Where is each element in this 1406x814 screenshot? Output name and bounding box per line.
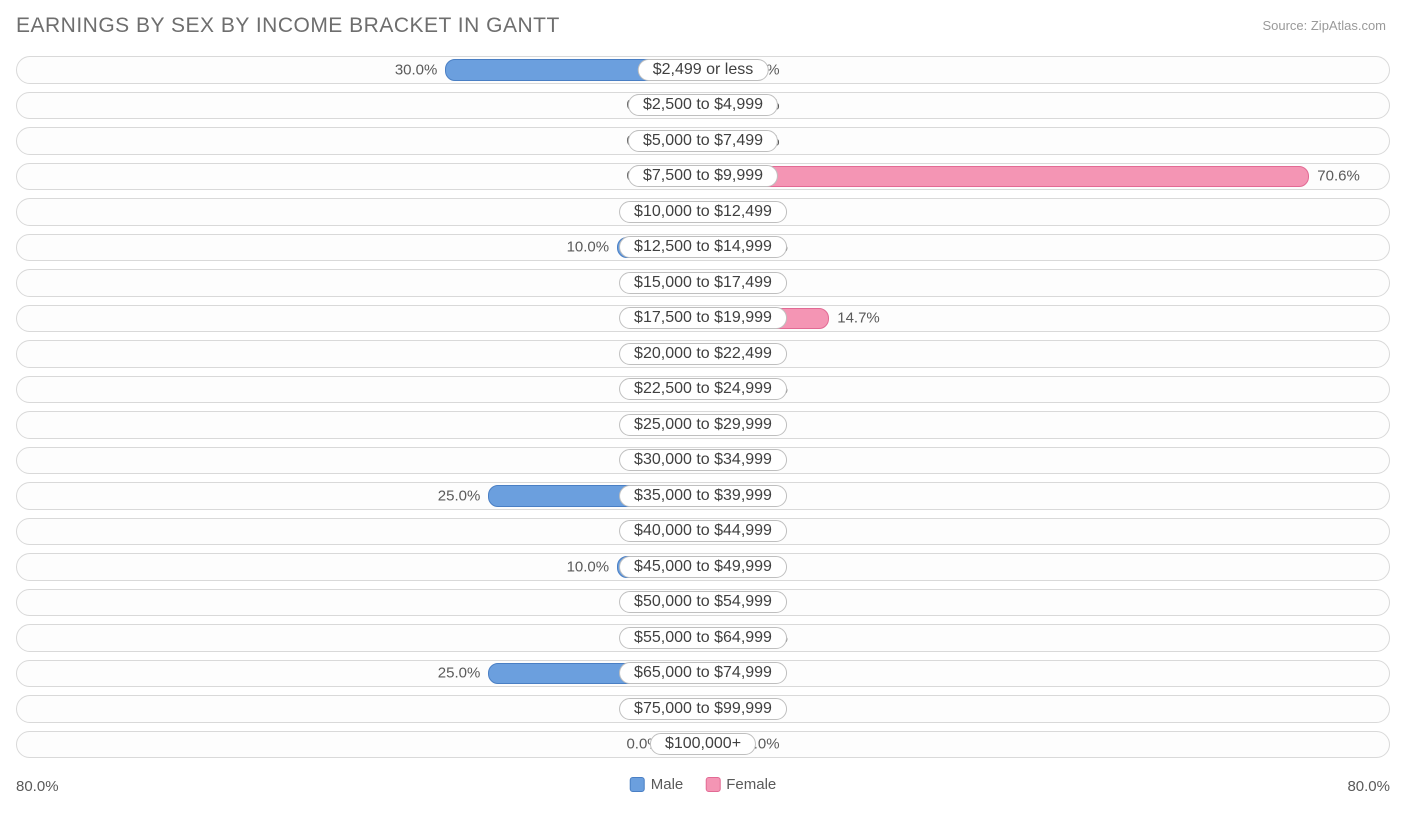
chart-row: $50,000 to $54,9990.0%0.0% (16, 585, 1390, 621)
chart-row: $5,000 to $7,4990.0%0.0% (16, 123, 1390, 159)
female-bar (703, 166, 1309, 188)
bracket-label: $40,000 to $44,999 (619, 520, 787, 542)
chart-row: $2,499 or less30.0%0.0% (16, 52, 1390, 88)
chart-row: $20,000 to $22,4990.0%0.0% (16, 336, 1390, 372)
chart-row: $40,000 to $44,9990.0%0.0% (16, 514, 1390, 550)
bracket-label: $65,000 to $74,999 (619, 662, 787, 684)
bracket-label: $2,499 or less (638, 59, 769, 81)
chart-area: $2,499 or less30.0%0.0%$2,500 to $4,9990… (16, 52, 1390, 766)
male-value: 30.0% (395, 61, 438, 78)
chart-row: $25,000 to $29,9990.0%0.0% (16, 407, 1390, 443)
male-value: 10.0% (567, 558, 610, 575)
chart-title: EARNINGS BY SEX BY INCOME BRACKET IN GAN… (16, 14, 560, 38)
legend-item: Female (705, 776, 776, 793)
axis-max-right: 80.0% (1347, 778, 1390, 795)
bracket-label: $30,000 to $34,999 (619, 449, 787, 471)
male-value: 10.0% (567, 239, 610, 256)
bracket-label: $5,000 to $7,499 (628, 130, 778, 152)
chart-footer: 80.0% 80.0% Male Female (16, 776, 1390, 800)
male-value: 25.0% (438, 665, 481, 682)
legend-swatch (705, 777, 720, 792)
chart-row: $45,000 to $49,99910.0%3.7% (16, 549, 1390, 585)
chart-row: $2,500 to $4,9990.0%0.0% (16, 88, 1390, 124)
chart-row: $55,000 to $64,9990.0%0.92% (16, 620, 1390, 656)
chart-row: $30,000 to $34,9990.0%1.8% (16, 443, 1390, 479)
bracket-label: $35,000 to $39,999 (619, 485, 787, 507)
chart-row: $75,000 to $99,9990.0%0.0% (16, 691, 1390, 727)
legend-swatch (630, 777, 645, 792)
source-attribution: Source: ZipAtlas.com (1262, 18, 1386, 33)
bracket-label: $7,500 to $9,999 (628, 165, 778, 187)
chart-row: $100,000+0.0%0.0% (16, 727, 1390, 763)
chart-row: $15,000 to $17,4990.0%0.0% (16, 265, 1390, 301)
female-value: 70.6% (1317, 168, 1360, 185)
chart-row: $65,000 to $74,99925.0%4.6% (16, 656, 1390, 692)
bracket-label: $75,000 to $99,999 (619, 698, 787, 720)
chart-row: $22,500 to $24,9990.0%0.92% (16, 372, 1390, 408)
bracket-label: $25,000 to $29,999 (619, 414, 787, 436)
chart-row: $17,500 to $19,9990.0%14.7% (16, 301, 1390, 337)
male-value: 25.0% (438, 487, 481, 504)
legend: Male Female (630, 776, 777, 793)
legend-label: Male (651, 776, 684, 793)
bracket-label: $55,000 to $64,999 (619, 627, 787, 649)
bracket-label: $17,500 to $19,999 (619, 307, 787, 329)
bracket-label: $50,000 to $54,999 (619, 591, 787, 613)
chart-row: $12,500 to $14,99910.0%0.92% (16, 230, 1390, 266)
bracket-label: $45,000 to $49,999 (619, 556, 787, 578)
bracket-label: $15,000 to $17,499 (619, 272, 787, 294)
chart-row: $10,000 to $12,4990.0%1.8% (16, 194, 1390, 230)
legend-label: Female (726, 776, 776, 793)
bracket-label: $10,000 to $12,499 (619, 201, 787, 223)
bracket-label: $12,500 to $14,999 (619, 236, 787, 258)
legend-item: Male (630, 776, 684, 793)
female-value: 14.7% (837, 310, 880, 327)
axis-max-left: 80.0% (16, 778, 59, 795)
bracket-label: $20,000 to $22,499 (619, 343, 787, 365)
bracket-label: $100,000+ (650, 733, 756, 755)
bracket-label: $2,500 to $4,999 (628, 94, 778, 116)
bracket-label: $22,500 to $24,999 (619, 378, 787, 400)
chart-row: $7,500 to $9,9990.0%70.6% (16, 159, 1390, 195)
chart-row: $35,000 to $39,99925.0%0.0% (16, 478, 1390, 514)
